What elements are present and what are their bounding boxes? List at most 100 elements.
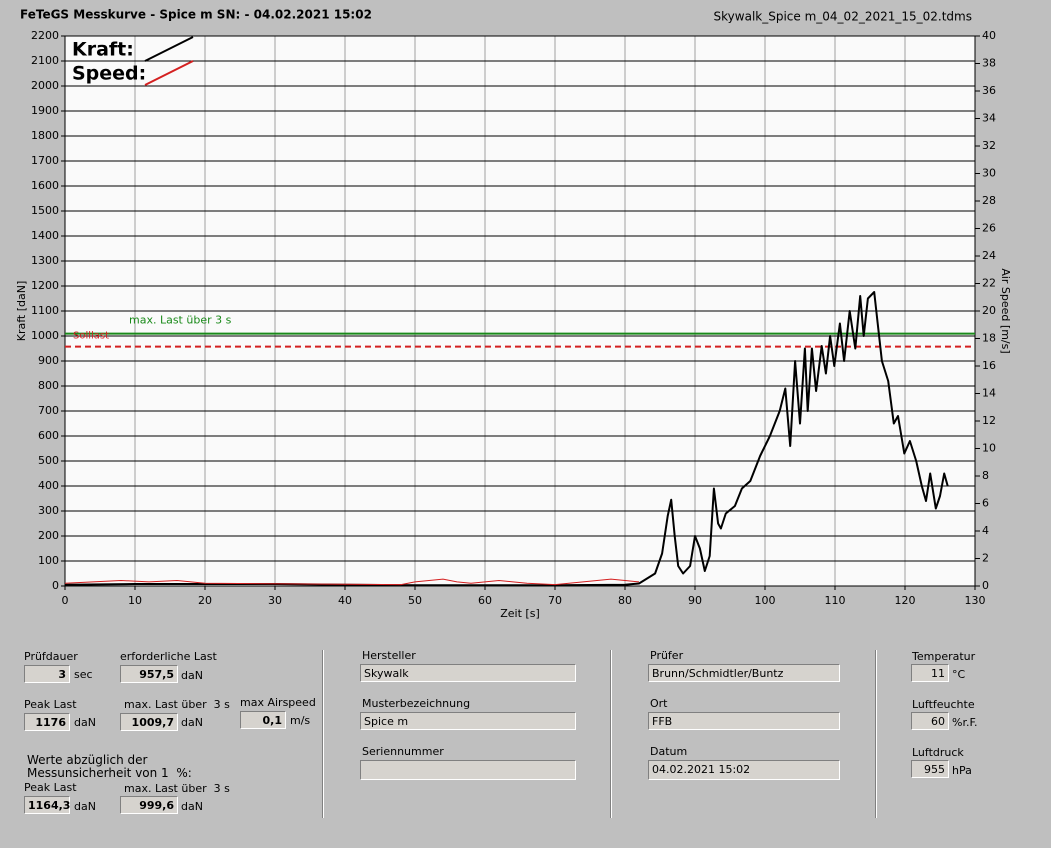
y-tick-label: 1400 (31, 229, 59, 242)
x-tick-label: 0 (62, 594, 69, 607)
unit: hPa (952, 764, 972, 777)
y2-tick-label: 14 (982, 387, 996, 400)
chart-title: FeTeGS Messkurve - Spice m SN: - 04.02.2… (20, 8, 372, 22)
x-tick-label: 60 (478, 594, 492, 607)
x-tick-label: 70 (548, 594, 562, 607)
text-field: FFB (648, 712, 840, 730)
y-tick-label: 1500 (31, 204, 59, 217)
unit: sec (74, 668, 93, 681)
value-field: 11 (911, 664, 949, 682)
x-tick-label: 110 (825, 594, 846, 607)
y-tick-label: 200 (38, 529, 59, 542)
value-field: 999,6 (120, 796, 178, 814)
note: Werte abzüglich der Messunsicherheit von… (27, 753, 192, 780)
x-axis-label: Zeit [s] (500, 607, 539, 620)
label: Peak Last (24, 698, 77, 711)
x-tick-label: 40 (338, 594, 352, 607)
y2-tick-label: 16 (982, 359, 996, 372)
y2-tick-label: 12 (982, 414, 996, 427)
label: max Airspeed (240, 696, 316, 709)
unit: °C (952, 668, 966, 681)
y2-tick-label: 4 (982, 524, 989, 537)
text-field (360, 760, 576, 780)
y2-tick-label: 34 (982, 112, 996, 125)
label: max. Last über 3 s (124, 782, 230, 795)
series-line (64, 291, 949, 587)
file-name: Skywalk_Spice m_04_02_2021_15_02.tdms (714, 10, 972, 24)
y2-tick-label: 28 (982, 194, 996, 207)
y-tick-label: 0 (52, 579, 59, 592)
text-field: Skywalk (360, 664, 576, 682)
value-field: 60 (911, 712, 949, 730)
y-axis-label: Kraft [daN] (15, 281, 28, 342)
x-tick-label: 120 (895, 594, 916, 607)
value-field: 955 (911, 760, 949, 778)
divider (322, 650, 324, 818)
reference-label: Solllast (73, 331, 109, 342)
y2-tick-label: 20 (982, 304, 996, 317)
legend-label: Speed: (72, 63, 146, 85)
divider (610, 650, 612, 818)
label: erforderliche Last (120, 650, 217, 663)
text-field: Spice m (360, 712, 576, 730)
y-tick-label: 1600 (31, 179, 59, 192)
y-tick-label: 1000 (31, 329, 59, 342)
y-tick-label: 400 (38, 479, 59, 492)
series-line (64, 578, 640, 586)
y2-tick-label: 30 (982, 167, 996, 180)
x-tick-label: 50 (408, 594, 422, 607)
y2-tick-label: 8 (982, 469, 989, 482)
label: Ort (650, 697, 668, 710)
unit: daN (74, 800, 96, 813)
x-tick-label: 20 (198, 594, 212, 607)
y-tick-label: 600 (38, 429, 59, 442)
value-field: 1164,3 (24, 796, 70, 814)
y-tick-label: 800 (38, 379, 59, 392)
label: Temperatur (912, 650, 976, 663)
y2-tick-label: 6 (982, 497, 989, 510)
legend-swatch (144, 60, 194, 86)
y2-tick-label: 24 (982, 249, 996, 262)
y2-tick-label: 26 (982, 222, 996, 235)
value-field: 3 (24, 665, 70, 683)
label: Hersteller (362, 649, 416, 662)
label: Prüfdauer (24, 650, 78, 663)
text-field: 04.02.2021 15:02 (648, 760, 840, 780)
y-tick-label: 1700 (31, 154, 59, 167)
value-field: 0,1 (240, 711, 286, 729)
unit: daN (181, 716, 203, 729)
label: Seriennummer (362, 745, 444, 758)
y2-tick-label: 0 (982, 579, 989, 592)
label: Luftdruck (912, 746, 964, 759)
value-field: 1176 (24, 713, 70, 731)
y2-tick-label: 36 (982, 84, 996, 97)
unit: m/s (290, 714, 311, 727)
legend-swatch (144, 36, 194, 62)
y-tick-label: 100 (38, 554, 59, 567)
y2-tick-label: 38 (982, 57, 996, 70)
unit: %r.F. (952, 716, 978, 729)
label: Peak Last (24, 781, 77, 794)
label: max. Last über 3 s (124, 698, 230, 711)
y-tick-label: 1300 (31, 254, 59, 267)
y-tick-label: 1800 (31, 129, 59, 142)
label: Datum (650, 745, 688, 758)
label: Luftfeuchte (912, 698, 975, 711)
unit: daN (74, 716, 96, 729)
value-field: 1009,7 (120, 713, 178, 731)
y-tick-label: 1200 (31, 279, 59, 292)
y-tick-label: 500 (38, 454, 59, 467)
chart: FeTeGS Messkurve - Spice m SN: - 04.02.2… (15, 8, 1012, 621)
reference-label: max. Last über 3 s (129, 314, 232, 327)
text-field: Brunn/Schmidtler/Buntz (648, 664, 840, 682)
legend-label: Kraft: (72, 39, 134, 61)
y2-tick-label: 10 (982, 442, 996, 455)
label: Prüfer (650, 649, 684, 662)
y2-tick-label: 32 (982, 139, 996, 152)
x-tick-label: 30 (268, 594, 282, 607)
y-tick-label: 1900 (31, 104, 59, 117)
y-tick-label: 300 (38, 504, 59, 517)
x-tick-label: 80 (618, 594, 632, 607)
y2-tick-label: 18 (982, 332, 996, 345)
